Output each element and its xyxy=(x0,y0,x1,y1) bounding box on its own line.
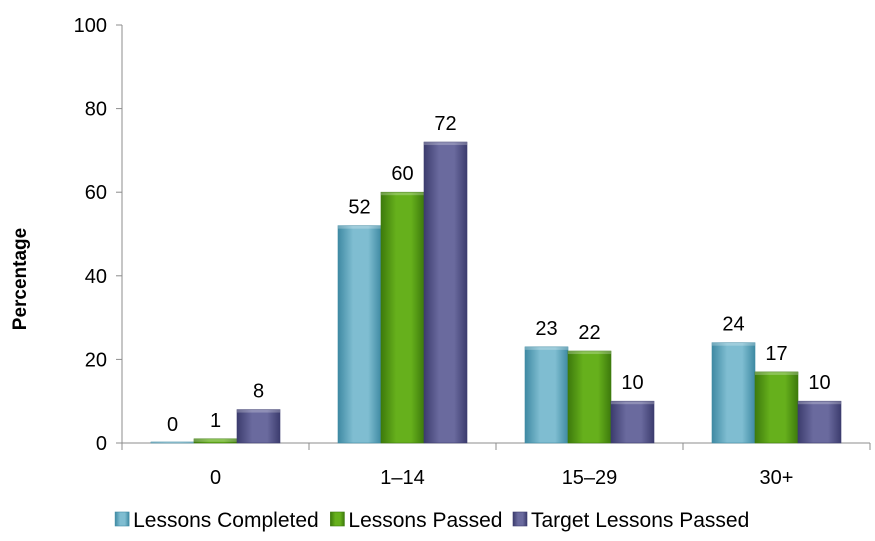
bar xyxy=(337,225,382,444)
bar-highlight xyxy=(424,142,467,146)
bar-highlight xyxy=(381,192,424,196)
y-tick-label: 0 xyxy=(96,433,107,455)
data-label: 24 xyxy=(722,314,744,336)
legend-label: Lessons Completed xyxy=(133,509,319,532)
bar xyxy=(380,191,425,444)
y-axis-title-group: Percentage xyxy=(10,228,31,330)
bar xyxy=(423,141,468,444)
bar-highlight xyxy=(151,442,194,443)
legend: Lessons Completed Lessons Passed Target Le… xyxy=(114,509,749,532)
y-axis-title: Percentage xyxy=(10,228,31,330)
bar-highlight xyxy=(712,342,755,346)
legend-label: Target Lessons Passed xyxy=(531,509,749,532)
y-tick-label: 60 xyxy=(85,182,107,204)
bar xyxy=(610,400,655,444)
data-label: 10 xyxy=(808,372,830,394)
data-label: 22 xyxy=(578,322,600,344)
bar-highlight xyxy=(237,409,280,413)
data-label: 0 xyxy=(167,414,178,436)
legend-swatch xyxy=(114,511,130,527)
y-tick-label: 100 xyxy=(74,15,107,37)
data-label: 10 xyxy=(621,372,643,394)
x-tick-label: 1–14 xyxy=(380,467,425,489)
data-label: 52 xyxy=(348,197,370,219)
bar-highlight xyxy=(611,401,654,405)
bar-highlight xyxy=(525,346,568,350)
bar xyxy=(711,342,756,444)
bar-highlight xyxy=(798,401,841,405)
x-tick-label: 15–29 xyxy=(562,467,618,489)
y-ticks: 0 20 40 60 80 100 xyxy=(74,15,122,455)
data-label: 1 xyxy=(210,410,221,432)
legend-item: Lessons Passed xyxy=(330,509,503,532)
legend-item: Target Lessons Passed xyxy=(512,509,749,532)
legend-swatch xyxy=(512,511,528,527)
legend-label: Lessons Passed xyxy=(348,509,502,532)
bar-highlight xyxy=(338,225,381,229)
bar xyxy=(524,346,569,444)
x-tick-label: 0 xyxy=(210,467,221,489)
bar xyxy=(567,350,612,444)
bar-highlight xyxy=(194,438,237,442)
data-label: 23 xyxy=(535,318,557,340)
x-ticks: 0 1–14 15–29 30+ xyxy=(121,443,871,489)
legend-swatch xyxy=(330,511,345,527)
bar xyxy=(754,371,799,444)
data-label: 72 xyxy=(434,113,456,135)
bars xyxy=(150,141,842,444)
y-tick-label: 80 xyxy=(85,99,107,121)
x-tick-label: 30+ xyxy=(760,467,794,489)
bar xyxy=(797,400,842,444)
y-tick-label: 20 xyxy=(85,349,107,371)
y-tick-label: 40 xyxy=(85,266,107,288)
legend-item: Lessons Completed xyxy=(114,509,319,532)
data-label: 60 xyxy=(391,163,413,185)
bar-highlight xyxy=(755,371,798,375)
bar xyxy=(236,409,281,444)
data-labels: 0 1 8 52 60 72 23 22 10 24 17 10 xyxy=(167,113,831,436)
data-label: 8 xyxy=(253,381,264,403)
bar-highlight xyxy=(568,351,611,355)
data-label: 17 xyxy=(765,343,787,365)
